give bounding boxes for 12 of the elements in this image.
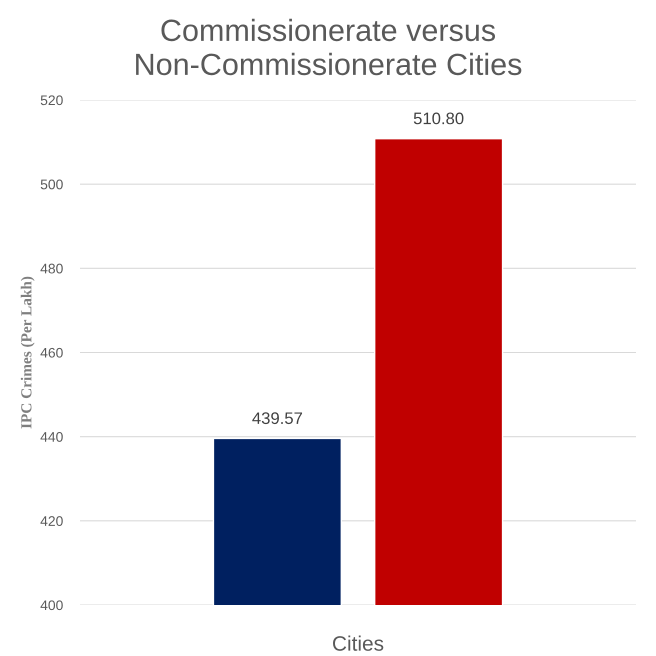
y-tick-label: 480 <box>40 264 63 274</box>
y-tick-label: 520 <box>40 95 63 106</box>
y-tick-label: 500 <box>40 180 63 190</box>
data-label: 439.57 <box>252 412 302 424</box>
y-tick-label: 420 <box>40 516 63 526</box>
y-tick-label: 440 <box>40 432 63 442</box>
y-tick-label: 400 <box>40 600 63 610</box>
y-tick-label: 460 <box>40 348 63 358</box>
chart-title: Commissionerate versus Non-Commissionerate Cities <box>136 18 522 76</box>
x-tick-label: Cities <box>333 636 384 651</box>
y-axis-title: IPC Crimes (Per Lakh) <box>20 276 35 428</box>
data-label: 510.80 <box>414 112 464 124</box>
